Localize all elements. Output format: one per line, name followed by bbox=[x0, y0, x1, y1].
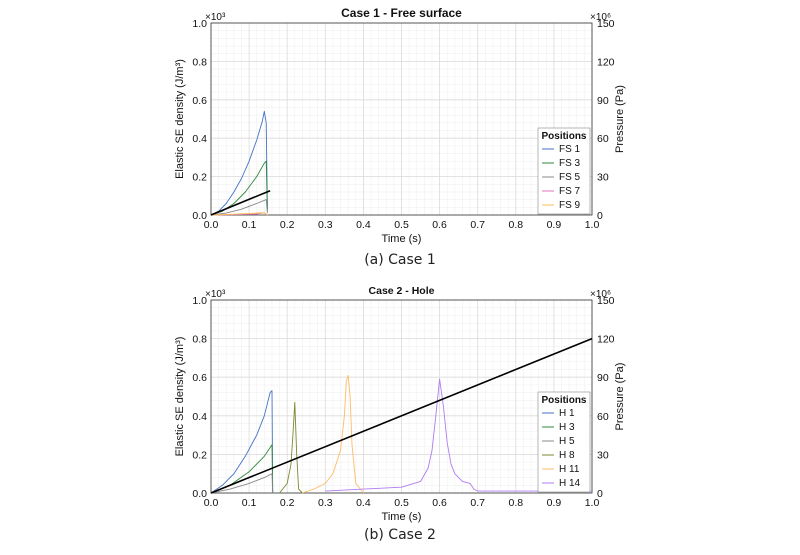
chart1-x-tick-label: 0.0 bbox=[204, 219, 219, 231]
chart1-legend-label: FS 9 bbox=[559, 200, 581, 211]
chart1-legend-title: Positions bbox=[541, 131, 586, 142]
chart1-y-multiplier: ×10³ bbox=[205, 12, 226, 23]
chart2-legend-label: H 3 bbox=[559, 422, 575, 433]
chart2-legend-label: H 5 bbox=[559, 436, 575, 447]
chart2-y2-tick-label: 60 bbox=[597, 411, 609, 423]
chart1-y-tick-label: 0.8 bbox=[192, 56, 207, 68]
chart2-legend-label: H 14 bbox=[559, 478, 581, 489]
chart1-y-tick-label: 0.0 bbox=[192, 210, 207, 222]
chart2-pressure-line bbox=[210, 337, 593, 494]
chart2-title: Case 2 - Hole bbox=[369, 285, 435, 297]
chart2-y-tick-label: 0.8 bbox=[192, 334, 207, 346]
caption-case-2: (b) Case 2 bbox=[364, 527, 436, 543]
chart2-x-tick-label: 0.9 bbox=[547, 497, 562, 509]
chart1-x-tick-label: 0.4 bbox=[356, 219, 371, 231]
chart2-y-tick-label: 0.0 bbox=[192, 488, 207, 500]
chart1-x-tick-label: 0.8 bbox=[508, 219, 523, 231]
chart1-x-tick-label: 0.3 bbox=[318, 219, 333, 231]
chart2-y-axis-label: Elastic SE density (J/m³) bbox=[174, 337, 186, 457]
chart1-x-axis-label: Time (s) bbox=[382, 233, 422, 245]
chart2-y-tick-label: 0.4 bbox=[192, 411, 207, 423]
chart1-y-axis-label: Elastic SE density (J/m³) bbox=[174, 59, 186, 179]
chart1-series-line-fs-9 bbox=[210, 212, 268, 216]
chart2-x-tick-label: 1.0 bbox=[585, 497, 600, 509]
chart1-y2-axis-label: Pressure (Pa) bbox=[614, 85, 626, 153]
chart1-series-line-fs-1 bbox=[210, 110, 268, 216]
chart2-legend-label: H 1 bbox=[559, 408, 575, 419]
chart2-series-line-h-14 bbox=[325, 378, 592, 492]
chart2-x-tick-label: 0.1 bbox=[242, 497, 257, 509]
chart2-y2-tick-label: 0 bbox=[597, 488, 603, 500]
chart2-y-multiplier: ×10³ bbox=[205, 289, 226, 300]
chart2-y-tick-label: 0.2 bbox=[192, 449, 207, 461]
chart1-y2-tick-label: 60 bbox=[597, 133, 609, 145]
chart1-legend-label: FS 1 bbox=[559, 144, 581, 155]
chart1-x-tick-label: 0.2 bbox=[280, 219, 295, 231]
chart2-x-axis-label: Time (s) bbox=[382, 511, 422, 523]
chart1-x-tick-label: 0.1 bbox=[242, 219, 257, 231]
chart2-series-line-h-8 bbox=[279, 401, 303, 494]
chart2-x-tick-label: 0.4 bbox=[356, 497, 371, 509]
chart1-plot-frame bbox=[210, 22, 593, 216]
chart1-y-tick-label: 0.4 bbox=[192, 133, 207, 145]
chart2-x-tick-label: 0.5 bbox=[394, 497, 409, 509]
chart1-y2-tick-label: 150 bbox=[597, 18, 615, 30]
chart2-legend-title: Positions bbox=[541, 395, 586, 406]
chart2-legend-box bbox=[537, 391, 591, 493]
chart2-x-tick-label: 0.8 bbox=[508, 497, 523, 509]
chart1-y-tick-label: 0.2 bbox=[192, 172, 207, 184]
chart2-y2-tick-label: 150 bbox=[597, 295, 615, 307]
chart1-series-line-fs-3 bbox=[210, 160, 268, 216]
chart2-y2-multiplier: ×10⁶ bbox=[590, 289, 611, 300]
chart1-y2-tick-label: 90 bbox=[597, 95, 609, 107]
chart2-y-tick-label: 0.6 bbox=[192, 372, 207, 384]
chart1-y2-tick-label: 120 bbox=[597, 56, 615, 68]
chart1-legend-box bbox=[537, 127, 591, 215]
chart1-legend-label: FS 7 bbox=[559, 186, 581, 197]
chart2-y2-tick-label: 90 bbox=[597, 372, 609, 384]
chart2-series-line-h-5 bbox=[210, 473, 274, 494]
chart1-series-line-fs-5 bbox=[210, 199, 268, 216]
chart2-x-tick-label: 0.2 bbox=[280, 497, 295, 509]
chart2-x-tick-label: 0.7 bbox=[470, 497, 485, 509]
chart2-y2-axis-label: Pressure (Pa) bbox=[614, 363, 626, 431]
chart1-title: Case 1 - Free surface bbox=[341, 6, 462, 20]
chart1-x-tick-label: 0.7 bbox=[470, 219, 485, 231]
chart2-legend-label: H 11 bbox=[559, 464, 580, 475]
chart2-x-tick-label: 0.0 bbox=[204, 497, 219, 509]
chart2-y-tick-label: 1.0 bbox=[192, 295, 207, 307]
chart1-pressure-line bbox=[210, 189, 271, 216]
chart1-y2-tick-label: 30 bbox=[597, 172, 609, 184]
chart1-y2-tick-label: 0 bbox=[597, 210, 603, 222]
chart2-x-tick-label: 0.6 bbox=[432, 497, 447, 509]
chart2-y2-tick-label: 120 bbox=[597, 334, 615, 346]
chart1-x-tick-label: 0.9 bbox=[547, 219, 562, 231]
chart1-y-tick-label: 0.6 bbox=[192, 95, 207, 107]
chart1-y2-multiplier: ×10⁶ bbox=[590, 12, 611, 23]
chart2-series-line-h-1 bbox=[210, 390, 274, 494]
caption-case-1: (a) Case 1 bbox=[364, 252, 436, 268]
chart1-x-tick-label: 1.0 bbox=[585, 219, 600, 231]
chart2-y2-tick-label: 30 bbox=[597, 449, 609, 461]
chart2-series-line-h-11 bbox=[302, 374, 364, 494]
chart1-x-tick-label: 0.5 bbox=[394, 219, 409, 231]
chart2-x-tick-label: 0.3 bbox=[318, 497, 333, 509]
chart2-plot-frame bbox=[210, 299, 593, 494]
chart1-x-tick-label: 0.6 bbox=[432, 219, 447, 231]
chart2-legend-label: H 8 bbox=[559, 450, 575, 461]
chart1-legend-label: FS 3 bbox=[559, 158, 581, 169]
chart1-legend-label: FS 5 bbox=[559, 172, 581, 183]
chart1-y-tick-label: 1.0 bbox=[192, 18, 207, 30]
